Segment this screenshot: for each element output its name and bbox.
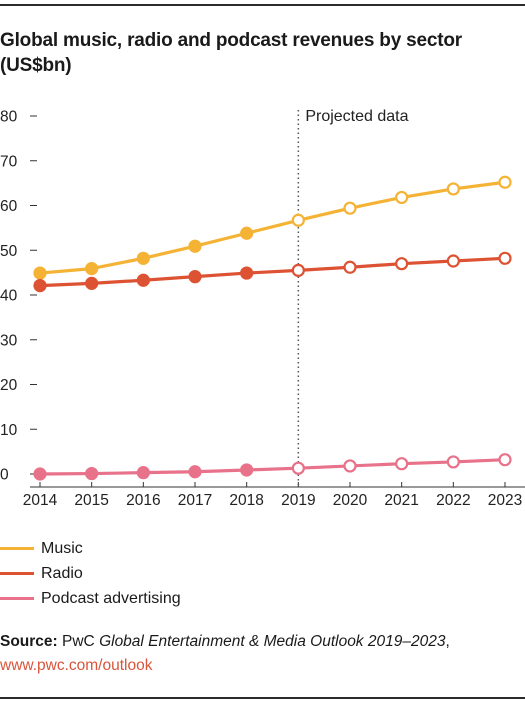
source-url-link[interactable]: www.pwc.com/outlook — [0, 657, 153, 674]
data-point — [33, 266, 47, 280]
x-tick-label: 2023 — [488, 492, 522, 509]
y-tick-label: 50 — [0, 243, 18, 260]
data-point — [85, 466, 99, 481]
series-line — [39, 458, 506, 476]
x-tick-label: 2017 — [178, 492, 212, 509]
legend-label: Radio — [41, 564, 83, 582]
data-point — [446, 455, 460, 469]
data-point — [33, 279, 47, 293]
data-point — [395, 457, 409, 471]
data-point — [343, 459, 357, 473]
data-point — [240, 226, 254, 240]
source-text-after: , — [445, 633, 450, 650]
legend-item: Music — [0, 536, 181, 561]
legend-swatch — [0, 547, 34, 550]
data-point — [136, 273, 150, 287]
x-tick-label: 2016 — [126, 492, 160, 509]
x-tick-label: 2015 — [74, 492, 108, 509]
x-tick-label: 2020 — [333, 492, 368, 509]
x-tick-label: 2014 — [23, 492, 58, 509]
data-point — [188, 239, 202, 253]
data-point — [291, 213, 305, 227]
source-publication: Global Entertainment & Media Outlook 201… — [99, 633, 446, 650]
data-point — [498, 175, 512, 189]
data-point — [188, 465, 202, 479]
line-chart: 0 10 20 30 40 50 60 70 80 2014 2015 2016 2017 2018 201… — [0, 108, 525, 509]
y-tick-label: 70 — [0, 153, 18, 170]
projection-label: Projected data — [305, 108, 408, 125]
data-point — [33, 467, 47, 481]
x-tick-label: 2018 — [229, 492, 263, 509]
data-point — [395, 190, 409, 205]
bottom-rule — [0, 697, 525, 699]
data-point — [291, 263, 305, 277]
y-tick-label: 20 — [0, 377, 18, 394]
y-tick-label: 0 — [0, 467, 9, 484]
legend-label: Podcast advertising — [41, 589, 181, 607]
x-tick-label: 2022 — [436, 492, 470, 509]
chart-legend: Music Radio Podcast advertising — [0, 536, 181, 611]
data-point — [498, 251, 512, 265]
series-line — [39, 180, 506, 275]
series-line — [39, 256, 506, 288]
legend-swatch — [0, 597, 34, 600]
source-label: Source: — [0, 633, 58, 650]
data-point — [498, 453, 512, 467]
legend-label: Music — [41, 539, 83, 557]
source-note: Source: PwC Global Entertainment & Media… — [0, 630, 520, 678]
x-tick-label: 2021 — [384, 492, 418, 509]
x-tick-label: 2019 — [281, 492, 315, 509]
legend-swatch — [0, 572, 34, 575]
data-point — [240, 463, 254, 477]
y-tick-label: 30 — [0, 332, 18, 349]
y-tick-label: 60 — [0, 198, 18, 215]
y-tick-label: 10 — [0, 422, 18, 439]
chart-title: Global music, radio and podcast revenues… — [0, 30, 462, 76]
data-point — [343, 260, 357, 274]
data-point — [395, 257, 409, 271]
y-tick-label: 80 — [0, 109, 18, 126]
data-point — [240, 266, 254, 280]
data-point — [188, 270, 202, 284]
data-point — [446, 254, 460, 268]
top-rule — [0, 4, 525, 6]
data-point — [85, 261, 99, 276]
data-point — [291, 461, 305, 475]
legend-item: Radio — [0, 561, 181, 586]
y-tick-label: 40 — [0, 288, 18, 305]
source-text-before: PwC — [57, 633, 100, 650]
data-point — [446, 182, 460, 196]
data-point — [85, 276, 99, 290]
legend-item: Podcast advertising — [0, 586, 181, 611]
data-point — [136, 251, 150, 265]
data-point — [343, 201, 357, 215]
data-point — [136, 466, 150, 480]
